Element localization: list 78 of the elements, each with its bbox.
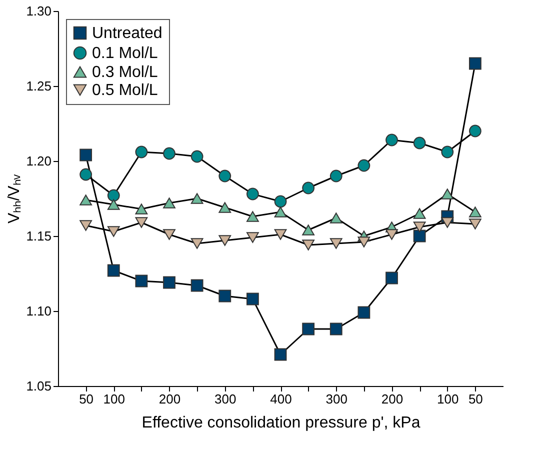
point (441, 217, 454, 228)
y-tick-label: 1.25 (26, 78, 52, 94)
legend-label: 0.1 Mol/L (92, 45, 158, 62)
point (302, 182, 315, 194)
point (302, 224, 315, 236)
legend-label: Untreated (92, 25, 162, 42)
point (135, 274, 148, 288)
point (274, 195, 287, 208)
point (107, 264, 120, 277)
point (302, 240, 315, 250)
point (107, 226, 120, 237)
point (441, 146, 454, 158)
point (218, 170, 232, 182)
point (358, 236, 370, 248)
point (190, 150, 204, 163)
x-tick-label: 300 (326, 392, 348, 406)
point (246, 232, 259, 243)
x-tick-label: 300 (214, 392, 236, 406)
point (107, 199, 120, 210)
point (441, 188, 454, 200)
point (386, 272, 398, 284)
legend-label: 0.5 Mol/L (92, 82, 158, 99)
point (246, 188, 259, 200)
x-tick-label: 50 (468, 392, 483, 406)
point (163, 276, 176, 289)
point (274, 348, 287, 361)
y-tick-label: 1.15 (26, 228, 52, 244)
point (358, 159, 370, 172)
point (274, 206, 287, 218)
y-tick-label: 1.20 (26, 154, 52, 168)
point (413, 208, 426, 219)
point (246, 211, 259, 222)
point (413, 136, 426, 150)
point (302, 322, 315, 336)
point (330, 238, 342, 249)
point (80, 220, 92, 231)
point (413, 222, 426, 232)
point (163, 229, 176, 240)
point (218, 235, 232, 246)
point (135, 217, 148, 228)
point (330, 212, 342, 224)
x-tick-label: 200 (158, 392, 181, 406)
point (468, 218, 482, 230)
point (468, 206, 482, 218)
legend-label: 0.3 Mol/L (92, 64, 158, 81)
x-tick-label: 200 (381, 392, 404, 406)
point (107, 189, 120, 202)
point (386, 134, 398, 146)
point (468, 57, 482, 70)
point (413, 230, 426, 242)
y-axis-title: Vₕₕ/Vₕᵥ (6, 174, 24, 224)
x-tick-label: 100 (437, 392, 459, 406)
point (274, 229, 287, 240)
point (218, 202, 232, 213)
y-tick-label: 1.30 (26, 4, 52, 18)
point (330, 170, 342, 182)
point (163, 147, 176, 160)
point (246, 292, 259, 306)
point (358, 306, 370, 319)
y-tick-label: 1.10 (26, 304, 52, 318)
point (80, 148, 92, 162)
point (190, 279, 204, 292)
x-tick-label: 100 (103, 392, 125, 406)
point (330, 322, 342, 336)
point (386, 229, 398, 240)
point (218, 290, 232, 302)
point (135, 204, 148, 214)
point (468, 124, 482, 138)
point (190, 193, 204, 204)
point (135, 146, 148, 158)
x-tick-label: 50 (79, 392, 94, 406)
x-axis-title: Effective consolidation pressure p', kPa (142, 414, 420, 432)
point (80, 194, 92, 206)
x-tick-label: 400 (270, 392, 292, 406)
point (80, 168, 92, 181)
point (163, 198, 176, 208)
point (190, 238, 204, 249)
y-tick-label: 1.05 (26, 378, 52, 394)
